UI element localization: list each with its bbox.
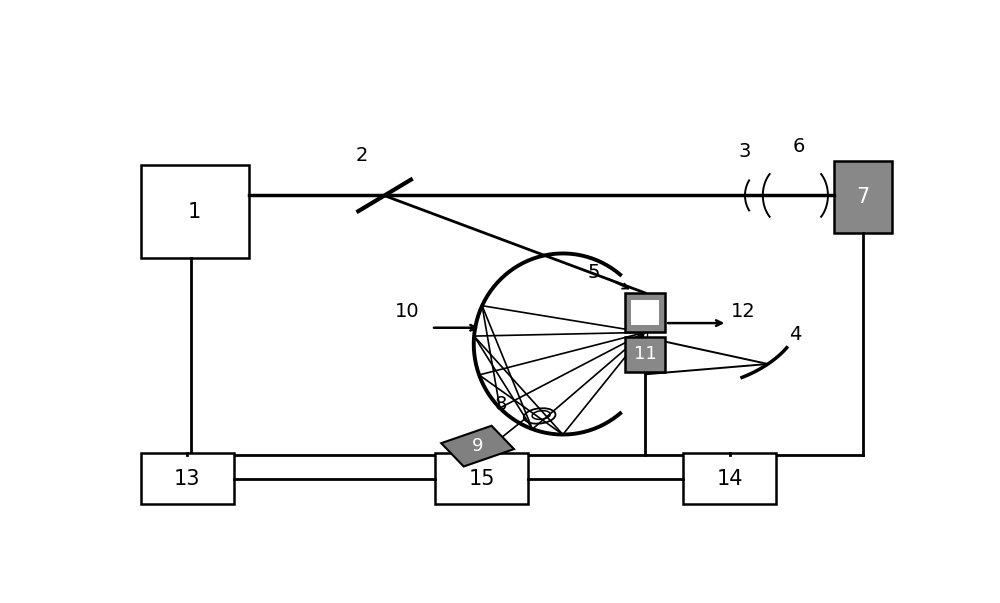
Text: 9: 9 <box>472 437 483 455</box>
Text: 8: 8 <box>495 395 507 414</box>
Text: 4: 4 <box>789 325 802 344</box>
Text: 11: 11 <box>634 346 656 364</box>
Bar <box>435 453 528 504</box>
Bar <box>140 453 234 504</box>
Text: 13: 13 <box>174 469 200 488</box>
Polygon shape <box>441 426 514 467</box>
Bar <box>834 160 892 233</box>
Text: 14: 14 <box>716 469 743 488</box>
Text: 15: 15 <box>468 469 495 488</box>
Bar <box>683 453 776 504</box>
Bar <box>625 337 665 372</box>
Text: 1: 1 <box>188 201 201 222</box>
Bar <box>625 293 665 332</box>
Bar <box>631 300 659 326</box>
Text: 5: 5 <box>588 262 600 282</box>
Bar <box>140 165 249 258</box>
Text: 2: 2 <box>355 147 368 165</box>
Text: 10: 10 <box>395 302 420 321</box>
Text: 7: 7 <box>857 186 870 207</box>
Text: 12: 12 <box>731 302 756 321</box>
Text: 6: 6 <box>793 137 805 156</box>
Text: 3: 3 <box>739 142 751 161</box>
